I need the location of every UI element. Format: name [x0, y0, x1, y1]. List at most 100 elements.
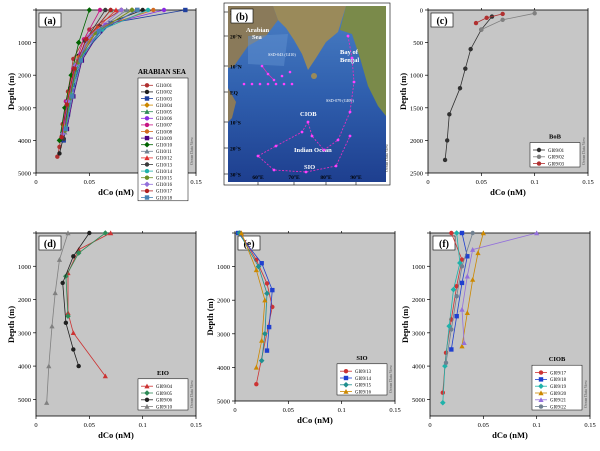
legend-entry: GI10/17: [156, 190, 173, 195]
series-GI09-16: [238, 230, 268, 370]
y-tick-label: 4000: [412, 364, 425, 371]
series-GI10-18: [63, 7, 140, 132]
legend-marker: [144, 89, 150, 95]
data-point: [140, 7, 145, 13]
legend-entry: GI10/05: [156, 111, 173, 116]
legend-entry: GI10/15: [156, 177, 173, 182]
legend-entry: GI09/05: [156, 392, 173, 397]
x-tick-label: 0.1: [338, 407, 346, 414]
data-point: [52, 290, 58, 296]
data-point: [129, 7, 135, 13]
legend-marker: [144, 109, 150, 114]
station-marker: [280, 74, 284, 78]
x-tick-label: 0.15: [389, 407, 400, 414]
label-sea: Sea: [252, 34, 263, 41]
legend-entry: GI09/01: [548, 149, 565, 154]
panel-label: (d): [44, 239, 56, 250]
x-tick-label: 0.05: [84, 422, 95, 429]
data-point: [259, 337, 265, 343]
data-point: [65, 313, 71, 319]
station-marker: [300, 130, 304, 134]
legend-marker: [343, 369, 349, 374]
x-tick-label: 0.05: [478, 422, 489, 429]
x-tick-label: 0: [34, 422, 37, 429]
lat-label: 30°S: [230, 172, 241, 179]
legend-entry: GI09/19: [550, 385, 567, 390]
data-point: [449, 327, 454, 332]
chart-panel-e: 0 0.05 0.1 0.15 1000 2000 3000 4000 5000 dCo (nM)…: [205, 230, 401, 425]
chart-panel-d: 0 0.05 0.1 0.15 1000 2000 3000 4000 5000 dCo (nM)…: [6, 230, 202, 440]
panel-label: (c): [436, 16, 447, 27]
station-marker: [256, 154, 260, 158]
watermark: Ocean Data View: [583, 380, 588, 408]
data-point: [457, 86, 463, 91]
y-tick-label: 1000: [18, 40, 31, 47]
data-point: [253, 364, 259, 370]
legend-entry: GI10/06: [156, 117, 173, 122]
data-point: [442, 363, 448, 369]
panel-label-box: [38, 12, 62, 28]
africa-landmass: [228, 88, 236, 122]
x-axis-label: dCo (nM): [98, 430, 134, 440]
y-tick-label: 3000: [217, 331, 230, 338]
legend-marker: [343, 389, 349, 394]
data-point: [445, 138, 450, 143]
series-line: [65, 232, 106, 317]
data-point: [449, 347, 454, 352]
legend-entry: GI10/01: [156, 84, 173, 89]
data-point: [49, 323, 55, 329]
data-point: [266, 324, 272, 330]
x-tick-label: 0.05: [476, 179, 487, 186]
station-marker: [306, 120, 310, 124]
y-tick-label: 5000: [217, 399, 230, 406]
station-marker: [274, 82, 278, 86]
legend-entry: GI10/03: [156, 97, 173, 102]
series-GI09-22: [443, 230, 475, 365]
data-point: [118, 7, 125, 13]
data-point: [76, 363, 81, 369]
legend-marker: [144, 129, 150, 134]
data-point: [65, 230, 71, 236]
series-GI09-20: [459, 230, 486, 349]
data-point: [145, 7, 151, 13]
data-point: [480, 230, 486, 236]
cruise-track-gi09: [257, 35, 355, 173]
y-tick-label: 2000: [412, 297, 425, 304]
data-point: [463, 66, 468, 71]
lon-label: 60°E: [252, 174, 264, 181]
data-point: [258, 357, 265, 364]
legend-marker: [538, 377, 544, 382]
panel-label-box: [38, 235, 62, 251]
data-point: [44, 400, 50, 405]
legend-entry: GI10/18: [156, 196, 173, 201]
sri-lanka: [311, 73, 317, 79]
legend-entry: GI09/20: [550, 392, 567, 397]
x-axis-label: dCo (nM): [492, 430, 528, 440]
watermark: Ocean Data View: [581, 137, 586, 165]
arabian-sea-shelf: [248, 34, 288, 66]
x-tick-label: 0: [233, 407, 236, 414]
lat-label: EQ: [230, 91, 239, 97]
legend-marker: [536, 161, 542, 166]
station-marker: [250, 82, 254, 86]
data-point: [442, 157, 448, 163]
station-marker: [334, 164, 338, 168]
y-tick-label: 5000: [412, 397, 425, 404]
legend-marker: [538, 383, 544, 389]
lon-label: 80°E: [320, 174, 332, 181]
series-GI09-19: [440, 230, 463, 406]
data-point: [56, 137, 63, 144]
station-marker: [274, 144, 278, 148]
data-point: [151, 7, 156, 13]
legend-entry: GI10/09: [156, 137, 173, 142]
y-tick-label: 500: [413, 40, 423, 47]
station-marker: [272, 78, 276, 82]
data-point: [465, 254, 470, 259]
watermark: Ocean Data View: [384, 144, 389, 172]
series-GI09-15: [236, 230, 270, 364]
legend-entry: GI10/11: [156, 150, 172, 155]
data-point: [468, 46, 473, 52]
data-point: [470, 230, 475, 236]
data-point: [470, 247, 476, 252]
